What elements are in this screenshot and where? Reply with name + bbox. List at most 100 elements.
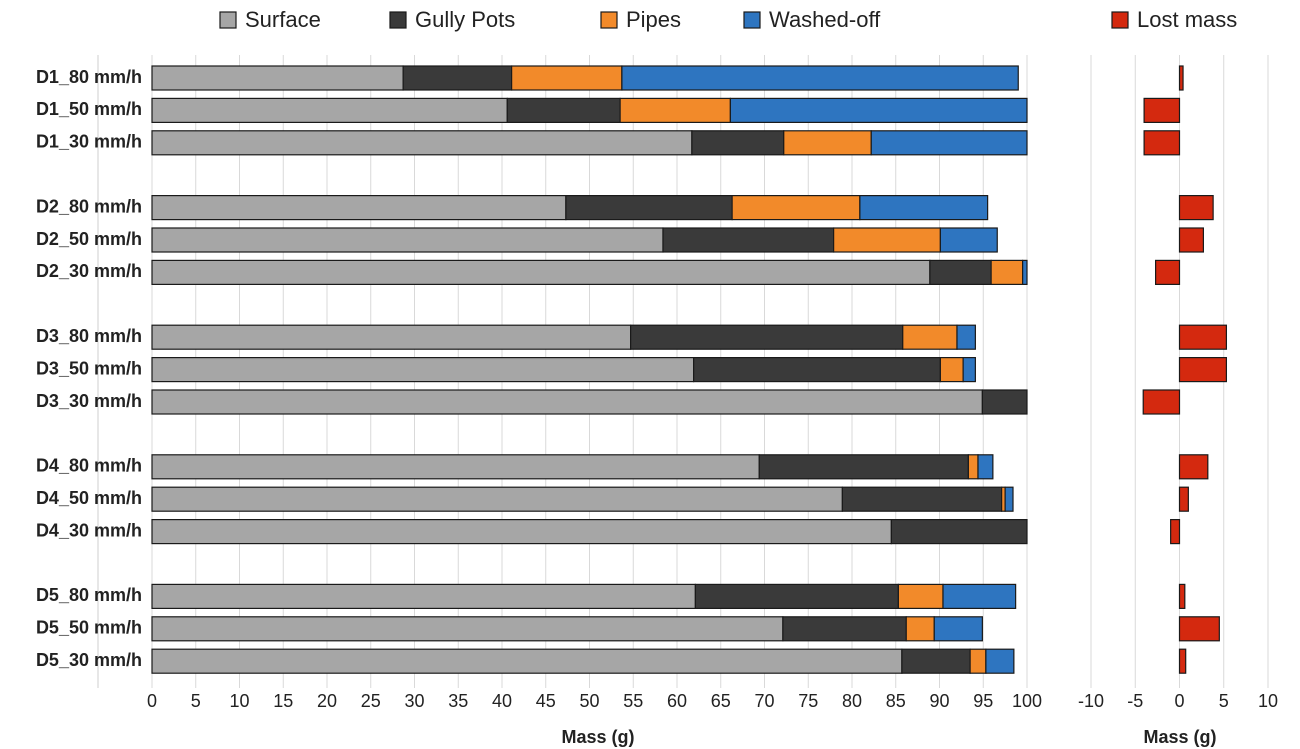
x-tick-label: 5: [191, 691, 201, 711]
category-label: D2_30 mm/h: [36, 261, 142, 281]
legend-label: Gully Pots: [415, 7, 515, 32]
bar-segment: [1178, 195, 1214, 221]
x-tick-label: 0: [147, 691, 157, 711]
legend-label: Washed-off: [769, 7, 881, 32]
bar-segment: [693, 357, 941, 383]
legend-swatch: [219, 11, 237, 29]
bar-segment: [506, 97, 621, 124]
legend-label: Surface: [245, 7, 321, 32]
bar-segment: [619, 97, 731, 124]
legend-label: Pipes: [626, 7, 681, 32]
x-tick-label: 25: [361, 691, 381, 711]
legend-swatch: [600, 11, 618, 29]
x-tick-label: 0: [1174, 691, 1184, 711]
x-tick-label: 70: [754, 691, 774, 711]
bar-segment: [511, 65, 623, 91]
x-tick-label: 30: [404, 691, 424, 711]
x-tick-label: 45: [536, 691, 556, 711]
bar-segment: [985, 648, 1015, 674]
bar-segment: [151, 454, 760, 480]
bar-segment: [1178, 227, 1204, 253]
bar-segment: [956, 324, 976, 350]
bar-segment: [782, 616, 907, 642]
bar-segment: [151, 130, 693, 156]
bar-segment: [1143, 97, 1181, 124]
bar-segment: [962, 357, 976, 383]
legend-swatch: [1111, 11, 1129, 29]
bar-segment: [1155, 259, 1181, 285]
x-tick-label: 35: [448, 691, 468, 711]
bar-segment: [151, 486, 843, 512]
bar-segment: [939, 357, 964, 383]
bar-segment: [758, 454, 969, 480]
bar-segment: [630, 324, 904, 350]
legend-swatch: [389, 11, 407, 29]
bar-segment: [151, 97, 508, 124]
x-tick-label: 75: [798, 691, 818, 711]
bar-segment: [151, 357, 695, 383]
category-label: D3_50 mm/h: [36, 358, 142, 378]
bar-segment: [990, 259, 1024, 285]
bar-segment: [841, 486, 1003, 512]
x-axis-label: Mass (g): [561, 727, 634, 747]
bar-segment: [1178, 583, 1186, 610]
bar-segment: [1022, 259, 1028, 285]
category-label: D4_30 mm/h: [36, 520, 142, 540]
legend-swatch: [743, 11, 761, 29]
category-label: D3_30 mm/h: [36, 391, 142, 411]
bar-segment: [151, 259, 931, 285]
x-tick-label: 10: [229, 691, 249, 711]
category-label: D1_50 mm/h: [36, 99, 142, 119]
x-tick-label: 65: [711, 691, 731, 711]
category-label: D5_30 mm/h: [36, 650, 142, 670]
x-tick-label: 10: [1258, 691, 1278, 711]
category-label: D2_80 mm/h: [36, 196, 142, 216]
bar-segment: [151, 389, 983, 415]
x-tick-label: 80: [842, 691, 862, 711]
bar-segment: [151, 324, 632, 350]
x-tick-label: 55: [623, 691, 643, 711]
x-tick-label: 100: [1012, 691, 1042, 711]
bar-segment: [897, 583, 944, 610]
bar-segment: [933, 616, 983, 642]
bar-segment: [1142, 389, 1181, 415]
x-tick-label: 15: [273, 691, 293, 711]
bar-segment: [1004, 486, 1014, 512]
bar-segment: [1178, 324, 1228, 350]
category-label: D1_30 mm/h: [36, 132, 142, 152]
bar-segment: [151, 518, 892, 545]
bar-segment: [870, 130, 1028, 156]
bar-segment: [691, 130, 785, 156]
bar-segment: [783, 130, 872, 156]
x-tick-label: 20: [317, 691, 337, 711]
category-label: D1_80 mm/h: [36, 67, 142, 87]
bar-segment: [981, 389, 1028, 415]
bar-segment: [859, 195, 989, 221]
bar-segment: [151, 195, 567, 221]
bar-segment: [902, 324, 958, 350]
bar-segment: [1178, 486, 1189, 512]
x-tick-label: 50: [579, 691, 599, 711]
bar-segment: [402, 65, 513, 91]
bar-segment: [901, 648, 971, 674]
x-tick-label: 60: [667, 691, 687, 711]
x-tick-label: 5: [1219, 691, 1229, 711]
legend-label: Lost mass: [1137, 7, 1237, 32]
bar-segment: [969, 648, 987, 674]
bar-segment: [1178, 648, 1187, 674]
bar-segment: [833, 227, 941, 253]
x-axis-label: Mass (g): [1143, 727, 1216, 747]
x-tick-label: -5: [1127, 691, 1143, 711]
bar-segment: [942, 583, 1017, 610]
bar-segment: [939, 227, 998, 253]
bar-segment: [151, 583, 696, 610]
bar-segment: [905, 616, 935, 642]
category-label: D4_80 mm/h: [36, 456, 142, 476]
bar-segment: [731, 195, 861, 221]
bar-segment: [729, 97, 1028, 124]
bar-segment: [662, 227, 835, 253]
bar-segment: [151, 648, 903, 674]
bar-segment: [1178, 616, 1220, 642]
bar-segment: [151, 227, 664, 253]
